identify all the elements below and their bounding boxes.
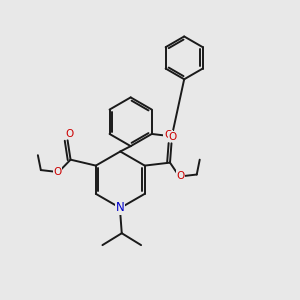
Text: O: O bbox=[53, 167, 61, 176]
Text: O: O bbox=[65, 129, 73, 139]
Text: O: O bbox=[164, 130, 172, 140]
Text: O: O bbox=[176, 171, 184, 181]
Text: O: O bbox=[168, 132, 176, 142]
Text: N: N bbox=[116, 202, 125, 214]
